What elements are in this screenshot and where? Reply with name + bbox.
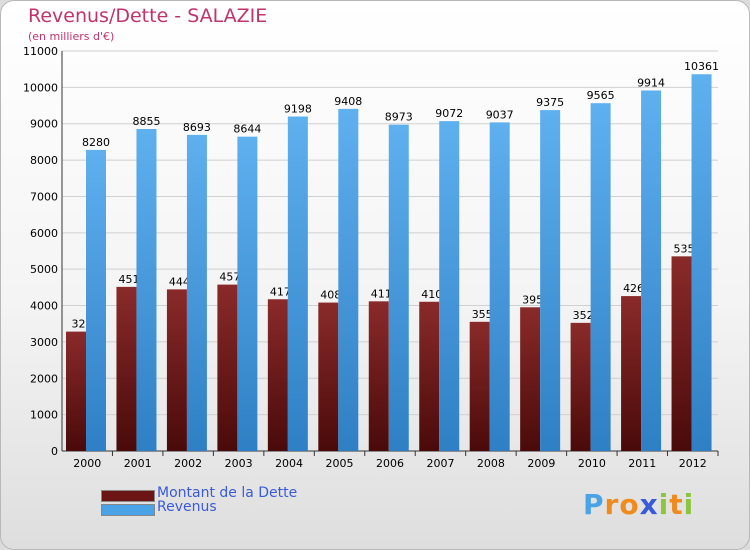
y-tick-label: 7000: [30, 190, 58, 203]
data-label-revenus: 8644: [233, 123, 261, 136]
bar-dette: [217, 284, 238, 451]
x-tick-label: 2000: [73, 457, 101, 470]
data-label-revenus: 10361: [684, 60, 719, 73]
bar-dette: [166, 289, 187, 451]
legend-label-debt: Montant de la Dette: [157, 485, 298, 501]
bar-revenus: [489, 122, 510, 451]
y-tick-label: 10000: [23, 81, 58, 94]
legend-label-revenus: Revenus: [157, 499, 217, 515]
y-tick-label: 1000: [30, 409, 58, 422]
bar-revenus: [540, 110, 561, 451]
x-tick-label: 2005: [326, 457, 354, 470]
data-label-revenus: 9408: [334, 95, 362, 108]
bar-dette: [671, 256, 692, 451]
logo-letter: t: [669, 488, 684, 521]
y-tick-label: 3000: [30, 336, 58, 349]
x-tick-label: 2003: [225, 457, 253, 470]
data-label-revenus: 8855: [132, 115, 160, 128]
data-label-revenus: 9914: [637, 76, 665, 89]
proxiti-logo: Proxiti: [583, 488, 694, 521]
data-label-revenus: 9072: [435, 107, 463, 120]
y-tick-label: 11000: [23, 45, 58, 58]
bar-revenus: [338, 108, 359, 452]
data-label-revenus: 9037: [486, 108, 514, 121]
legend-swatch-revenus: [101, 504, 155, 516]
data-label-revenus: 8973: [385, 111, 413, 124]
bar-revenus: [641, 90, 662, 451]
bar-dette: [267, 299, 288, 451]
data-label-revenus: 9375: [536, 96, 564, 109]
bar-dette: [116, 286, 137, 451]
logo-letter: x: [639, 488, 659, 521]
x-tick-label: 2007: [426, 457, 454, 470]
chart-subtitle: (en milliers d'€): [28, 30, 115, 43]
x-tick-label: 2011: [628, 457, 656, 470]
y-tick-label: 6000: [30, 227, 58, 240]
x-tick-label: 2006: [376, 457, 404, 470]
bar-dette: [520, 307, 541, 451]
y-tick-label: 9000: [30, 118, 58, 131]
bar-dette: [66, 331, 86, 451]
bar-dette: [469, 321, 490, 451]
x-tick-label: 2001: [124, 457, 152, 470]
logo-letter: r: [604, 488, 620, 521]
bar-revenus: [237, 136, 258, 451]
data-label-revenus: 9565: [587, 89, 615, 102]
bar-revenus: [86, 149, 106, 451]
bar-revenus: [590, 103, 611, 451]
bar-revenus: [287, 116, 308, 451]
data-label-revenus: 9198: [284, 103, 312, 116]
logo-letter: i: [683, 488, 695, 521]
bar-dette: [318, 302, 339, 451]
bar-dette: [570, 322, 591, 451]
bar-revenus: [439, 121, 460, 451]
logo-letter: i: [658, 488, 670, 521]
bar-revenus: [136, 129, 157, 451]
y-tick-label: 4000: [30, 300, 58, 313]
bar-dette: [419, 301, 440, 451]
x-tick-label: 2010: [578, 457, 606, 470]
x-tick-label: 2002: [174, 457, 202, 470]
x-tick-label: 2009: [527, 457, 555, 470]
bar-dette: [368, 301, 389, 451]
bar-dette: [621, 296, 642, 451]
bar-revenus: [186, 134, 207, 451]
bar-revenus: [691, 74, 712, 452]
logo-letter: o: [619, 488, 640, 521]
x-tick-label: 2008: [477, 457, 505, 470]
data-label-revenus: 8280: [82, 136, 110, 149]
data-label-revenus: 8693: [183, 121, 211, 134]
x-tick-label: 2012: [679, 457, 707, 470]
chart-title: Revenus/Dette - SALAZIE: [28, 5, 268, 27]
x-tick-label: 2004: [275, 457, 303, 470]
legend-swatch-debt: [101, 490, 155, 502]
y-tick-label: 0: [51, 445, 58, 458]
logo-letter: P: [583, 488, 605, 521]
y-tick-label: 8000: [30, 154, 58, 167]
y-tick-label: 5000: [30, 263, 58, 276]
y-tick-label: 2000: [30, 372, 58, 385]
bar-revenus: [388, 124, 409, 451]
